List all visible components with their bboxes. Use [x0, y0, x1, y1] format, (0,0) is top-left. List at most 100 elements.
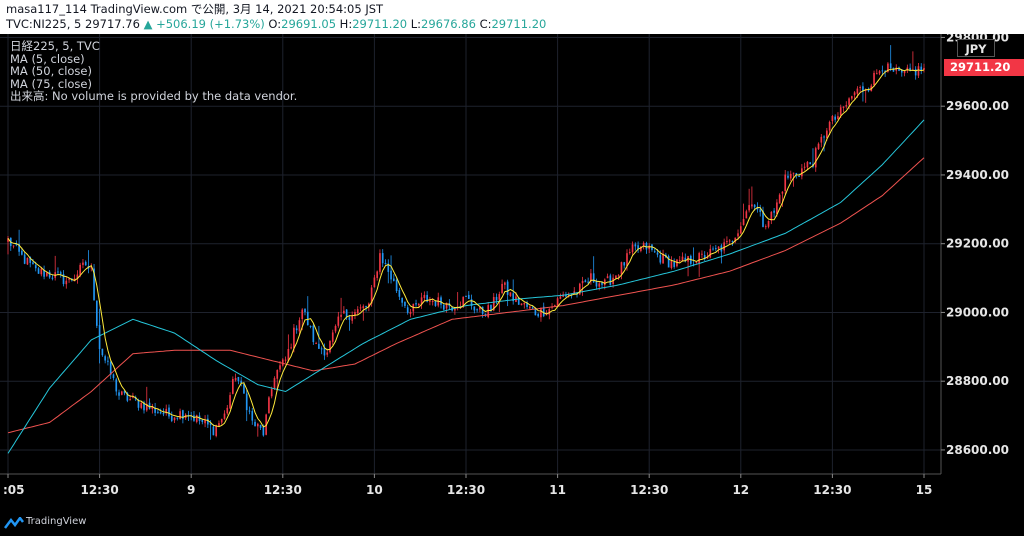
candle-body	[806, 161, 809, 168]
candle-body	[875, 73, 878, 75]
candle-body	[223, 413, 226, 419]
candle-body	[220, 418, 223, 423]
candle-body	[845, 105, 848, 107]
candle-body	[15, 244, 18, 246]
candle-body	[598, 283, 601, 287]
candle-body	[837, 116, 839, 120]
legend-title: 日経225, 5, TVC	[10, 39, 100, 53]
candle-body	[592, 273, 595, 283]
tradingview-logo-icon[interactable]	[4, 517, 24, 529]
candle-body	[853, 92, 856, 96]
candle-body	[587, 281, 589, 283]
candle-body	[62, 274, 65, 285]
candle-body	[917, 66, 920, 76]
candle-body	[12, 245, 15, 247]
candle-body	[909, 67, 911, 71]
candle-body	[65, 280, 68, 285]
candle-body	[392, 278, 395, 281]
time-tick-label: 10	[366, 483, 383, 497]
candle-body	[640, 246, 642, 251]
candle-body	[193, 415, 195, 421]
candle-body	[254, 421, 256, 427]
candle-body	[798, 176, 800, 178]
candle-body	[634, 244, 637, 247]
time-axis[interactable]: :05 12:30 9 12:30 10 12:30 11 12:30 12 12:30 15	[3, 474, 932, 497]
candlestick-chart[interactable]: 28600.00 28800.00 29000.00 29200.00 29400.00…	[0, 34, 1024, 510]
candle-body	[168, 407, 170, 417]
ma75-line	[7, 157, 925, 434]
candle-body	[881, 70, 884, 72]
candle-body	[195, 415, 198, 422]
time-tick-label: 11	[549, 483, 566, 497]
candle-body	[406, 307, 409, 313]
candle-body	[723, 242, 725, 251]
last-price-badge: 29711.20	[944, 59, 1024, 76]
candle-body	[795, 173, 798, 176]
candle-body	[673, 261, 676, 267]
candle-body	[878, 71, 881, 74]
ohlc-line: TVC:NI225, 5 29717.76 ▲ +506.19 (+1.73%)…	[6, 17, 546, 32]
candle-body	[293, 327, 295, 349]
candle-body	[826, 130, 828, 139]
candle-body	[898, 67, 900, 71]
candle-body	[839, 107, 842, 116]
candle-body	[159, 412, 162, 414]
candle-body	[26, 257, 29, 265]
candle-body	[248, 410, 251, 412]
candle-body	[470, 299, 473, 306]
candle-body	[440, 297, 442, 305]
candle-body	[920, 66, 923, 71]
candle-body	[312, 325, 315, 343]
candle-body	[273, 378, 276, 389]
low-value: 29676.86	[421, 17, 476, 31]
candle-body	[520, 303, 523, 306]
candle-body	[23, 254, 26, 264]
price-axis[interactable]: 28600.00 28800.00 29000.00 29200.00 29400.00…	[941, 34, 1009, 457]
candle-body	[107, 360, 109, 362]
candle-body	[759, 209, 762, 213]
candle-body	[703, 255, 706, 259]
candle-body	[867, 89, 870, 92]
candle-body	[731, 241, 734, 243]
candle-body	[576, 292, 578, 295]
candle-body	[276, 370, 279, 379]
candle-body	[343, 310, 345, 314]
candle-body	[656, 252, 659, 255]
candle-body	[143, 402, 145, 411]
candle-body	[603, 279, 606, 285]
candle-body	[315, 343, 317, 345]
candle-body	[681, 256, 684, 262]
candle-body	[318, 343, 320, 349]
legend-ma75: MA (75, close)	[10, 76, 92, 91]
candle-body	[479, 307, 481, 310]
candle-body	[609, 275, 612, 286]
candle-body	[215, 425, 218, 436]
tradingview-brand[interactable]: TradingView	[26, 516, 87, 527]
candle-body	[517, 297, 520, 305]
candle-body	[862, 86, 864, 91]
candle-body	[245, 393, 248, 411]
candles	[7, 45, 925, 440]
candle-body	[334, 325, 337, 332]
candle-body	[426, 294, 428, 302]
candle-body	[659, 255, 662, 263]
candle-body	[115, 379, 118, 392]
candle-body	[484, 313, 487, 316]
candle-body	[617, 275, 620, 277]
candle-body	[792, 172, 795, 174]
legend-ma50: MA (50, close)	[10, 64, 92, 78]
candle-body	[595, 281, 598, 287]
candle-body	[301, 309, 304, 320]
high-value: 29711.20	[352, 17, 408, 31]
candle-body	[662, 253, 664, 264]
currency-button[interactable]: JPY	[957, 39, 995, 57]
low-label: L:	[410, 17, 422, 31]
candle-body	[737, 233, 739, 237]
candle-body	[95, 300, 98, 326]
candle-body	[465, 295, 467, 297]
candle-body	[32, 262, 34, 265]
candle-body	[789, 173, 792, 179]
candle-body	[628, 251, 631, 253]
candle-body	[770, 211, 773, 221]
candle-body	[584, 280, 587, 283]
